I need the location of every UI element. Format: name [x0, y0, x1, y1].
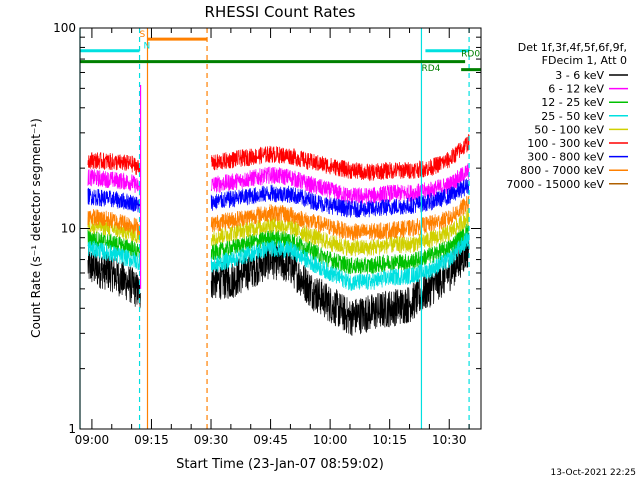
legend-label-0: 3 - 6 keV — [555, 69, 604, 82]
annotation-label-2: RD0 — [461, 50, 480, 60]
data-layer — [87, 134, 470, 336]
legend: Det 1f,3f,4f,5f,6f,9f,FDecim 1, Att 0 3 -… — [506, 41, 628, 191]
axis-layer: 1 10 100 09:00 09:15 09:30 09:45 10:00 10:15 10:3… — [53, 21, 481, 447]
series-line-1 — [87, 163, 470, 205]
series-line-3 — [87, 231, 470, 291]
legend-label-4: 50 - 100 keV — [534, 123, 604, 136]
x-tick-label-2: 09:30 — [194, 433, 229, 447]
chart-title: RHESSI Count Rates — [205, 3, 356, 21]
series-line-5 — [87, 134, 470, 182]
legend-label-3: 25 - 50 keV — [541, 110, 604, 123]
y-tick-label-1: 10 — [61, 222, 76, 236]
x-axis-label: Start Time (23-Jan-07 08:59:02) — [176, 457, 384, 472]
annotation-label-0: S — [140, 30, 146, 40]
legend-label-7: 800 - 7000 keV — [520, 164, 604, 177]
legend-label-6: 300 - 800 keV — [527, 151, 604, 164]
y-tick-label-0: 1 — [68, 422, 76, 436]
annotation-label-1: N — [144, 42, 151, 52]
legend-label-1: 6 - 12 keV — [548, 83, 604, 96]
y-axis-label: Count Rate (s⁻¹ detector segment⁻¹) — [29, 118, 43, 338]
series-line-6 — [87, 178, 470, 218]
x-tick-label-0: 09:00 — [75, 433, 110, 447]
series-line-7 — [87, 195, 470, 241]
series-line-0 — [87, 232, 470, 336]
x-tick-label-6: 10:30 — [432, 433, 467, 447]
legend-label-2: 12 - 25 keV — [541, 96, 604, 109]
x-tick-label-1: 09:15 — [134, 433, 169, 447]
x-tick-label-5: 10:15 — [372, 433, 407, 447]
legend-label-5: 100 - 300 keV — [527, 137, 604, 150]
x-tick-label-4: 10:00 — [313, 433, 348, 447]
legend-label-8: 7000 - 15000 keV — [506, 178, 604, 191]
annotation-label-3: RD4 — [421, 64, 440, 74]
footer-date: 13-Oct-2021 22:25 — [551, 468, 636, 478]
x-tick-label-3: 09:45 — [253, 433, 288, 447]
legend-header-0: Det 1f,3f,4f,5f,6f,9f, — [518, 41, 627, 54]
y-tick-label-2: 100 — [53, 21, 76, 35]
legend-header-1: FDecim 1, Att 0 — [542, 54, 627, 67]
